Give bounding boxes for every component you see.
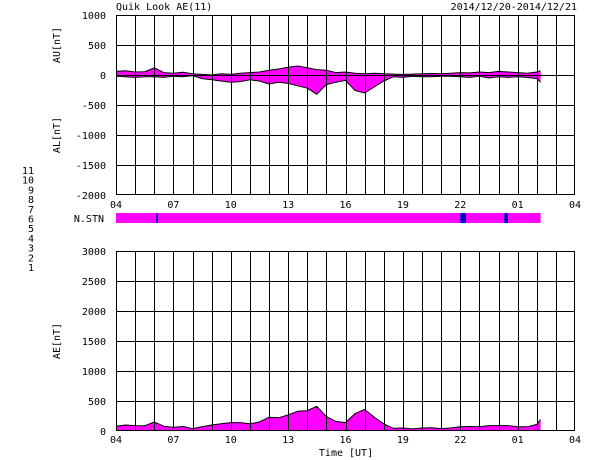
y-tick-label: 1500 xyxy=(82,337,106,348)
nstn-segment xyxy=(116,213,157,223)
au-al-panel: 1000 500 0 -500 -1000 -1500 -2000 04 07 10 13 16 19 2… xyxy=(76,11,581,211)
au-area xyxy=(116,66,541,75)
station-legend-entry: 3 xyxy=(28,244,34,255)
x-tick-label: 04 xyxy=(569,200,581,211)
au-axis-label: AU[nT] xyxy=(52,27,63,63)
station-legend-entry: 4 xyxy=(28,234,34,245)
station-legend-entry: 9 xyxy=(28,185,34,196)
y-tick-label: -500 xyxy=(82,101,106,112)
au-line xyxy=(115,65,541,76)
nstn-segment xyxy=(504,213,509,223)
x-tick-label: 01 xyxy=(512,435,524,446)
y-tick-label: -1500 xyxy=(76,161,106,172)
y-tick-label: 0 xyxy=(100,71,106,82)
x-tick-label: 04 xyxy=(569,435,581,446)
al-area xyxy=(116,75,541,95)
nstn-segment xyxy=(508,213,541,223)
x-tick-label: 10 xyxy=(225,435,237,446)
ae-line xyxy=(115,405,541,430)
x-tick-label: 10 xyxy=(225,200,237,211)
y-tick-label: -1000 xyxy=(76,131,106,142)
x-tick-label: 13 xyxy=(282,200,294,211)
ae-panel: 3000 2500 2000 1500 1000 500 0 04 07 10 13 16 19 22 01… xyxy=(82,247,581,446)
x-tick-label: 19 xyxy=(397,200,409,211)
al-axis-label: AL[nT] xyxy=(52,117,63,153)
y-tick-label: 500 xyxy=(88,41,106,52)
x-tick-label: 07 xyxy=(167,200,179,211)
nstn-label: N.STN xyxy=(74,214,104,225)
y-tick-label: 2000 xyxy=(82,307,106,318)
x-tick-label: 07 xyxy=(167,435,179,446)
chart-title: Quik Look AE(11) xyxy=(116,2,212,13)
y-tick-label: 3000 xyxy=(82,247,106,258)
plot-frame xyxy=(116,15,575,195)
x-tick-label: 04 xyxy=(110,435,122,446)
time-axis-label: Time [UT] xyxy=(319,448,373,459)
station-legend-entry: 10 xyxy=(22,176,34,187)
y-tick-label: -2000 xyxy=(76,191,106,202)
station-legend-entry: 7 xyxy=(28,205,34,216)
date-range: 2014/12/20-2014/12/21 xyxy=(451,2,577,13)
x-tick-label: 04 xyxy=(110,200,122,211)
nstn-segment xyxy=(465,213,505,223)
x-tick-label: 01 xyxy=(512,200,524,211)
ae-axis-label: AE[nT] xyxy=(52,323,63,359)
plot-frame xyxy=(116,251,575,431)
station-legend-entry: 8 xyxy=(28,195,34,206)
station-legend-entry: 6 xyxy=(28,215,34,226)
y-tick-label: 1000 xyxy=(82,11,106,22)
al-line xyxy=(115,75,541,95)
x-tick-label: 13 xyxy=(282,435,294,446)
x-tick-label: 22 xyxy=(454,435,466,446)
y-tick-label: 1000 xyxy=(82,367,106,378)
y-tick-label: 0 xyxy=(100,427,106,438)
x-tick-label: 16 xyxy=(339,435,351,446)
nstn-segment xyxy=(460,213,466,223)
y-tick-label: 2500 xyxy=(82,277,106,288)
x-tick-label: 19 xyxy=(397,435,409,446)
nstn-segment xyxy=(156,213,159,223)
station-legend-entry: 2 xyxy=(28,253,34,264)
x-tick-label: 16 xyxy=(339,200,351,211)
ae-area xyxy=(116,406,541,431)
x-tick-label: 22 xyxy=(454,200,466,211)
nstn-panel xyxy=(116,213,541,223)
station-legend-entry: 1 xyxy=(28,263,34,274)
station-legend-entry: 5 xyxy=(28,224,34,235)
station-legend-entry: 11 xyxy=(22,166,34,177)
y-tick-label: 500 xyxy=(88,397,106,408)
nstn-segment xyxy=(158,213,461,223)
